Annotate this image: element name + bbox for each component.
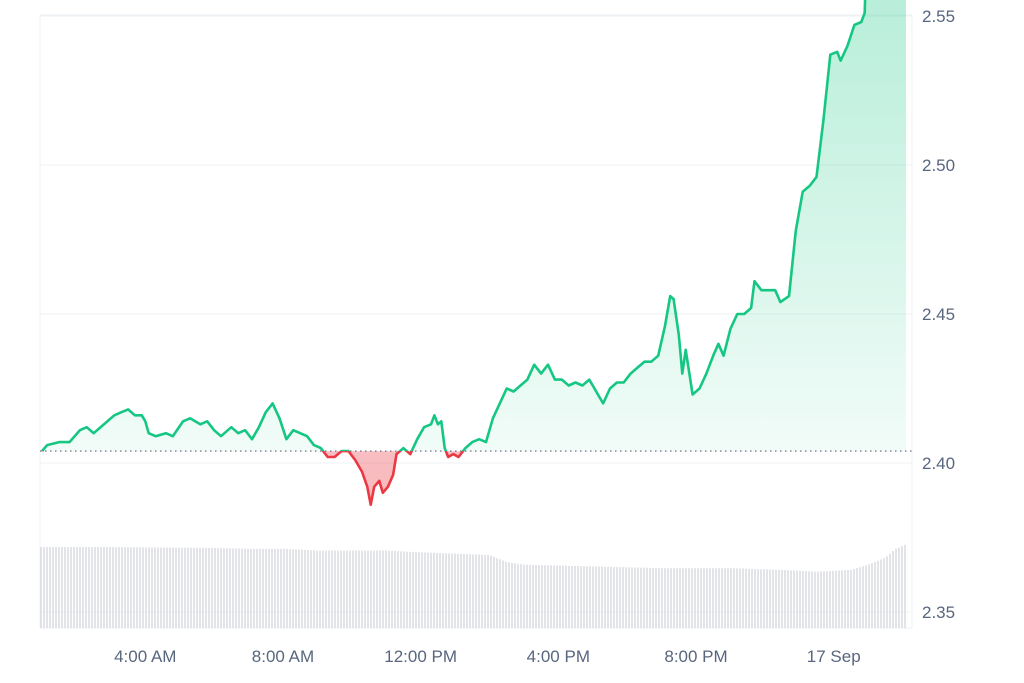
price-area [42, 0, 906, 505]
x-tick-label: 8:00 PM [664, 647, 727, 666]
y-tick-label: 2.40 [922, 454, 955, 473]
y-tick-label: 2.45 [922, 305, 955, 324]
x-tick-label: 17 Sep [807, 647, 861, 666]
area-above-baseline [42, 0, 906, 452]
volume-bars [40, 544, 906, 628]
price-line [40, 0, 912, 506]
y-tick-label: 2.50 [922, 156, 955, 175]
price-line-up [41, 0, 867, 452]
axis-labels: 2.352.402.452.502.552.602.654:00 AM8:00 … [114, 7, 955, 666]
x-tick-label: 4:00 AM [114, 647, 176, 666]
x-tick-label: 12:00 PM [384, 647, 457, 666]
x-tick-label: 8:00 AM [252, 647, 314, 666]
y-tick-label: 2.55 [922, 7, 955, 26]
y-tick-label: 2.35 [922, 603, 955, 622]
x-tick-label: 4:00 PM [527, 647, 590, 666]
